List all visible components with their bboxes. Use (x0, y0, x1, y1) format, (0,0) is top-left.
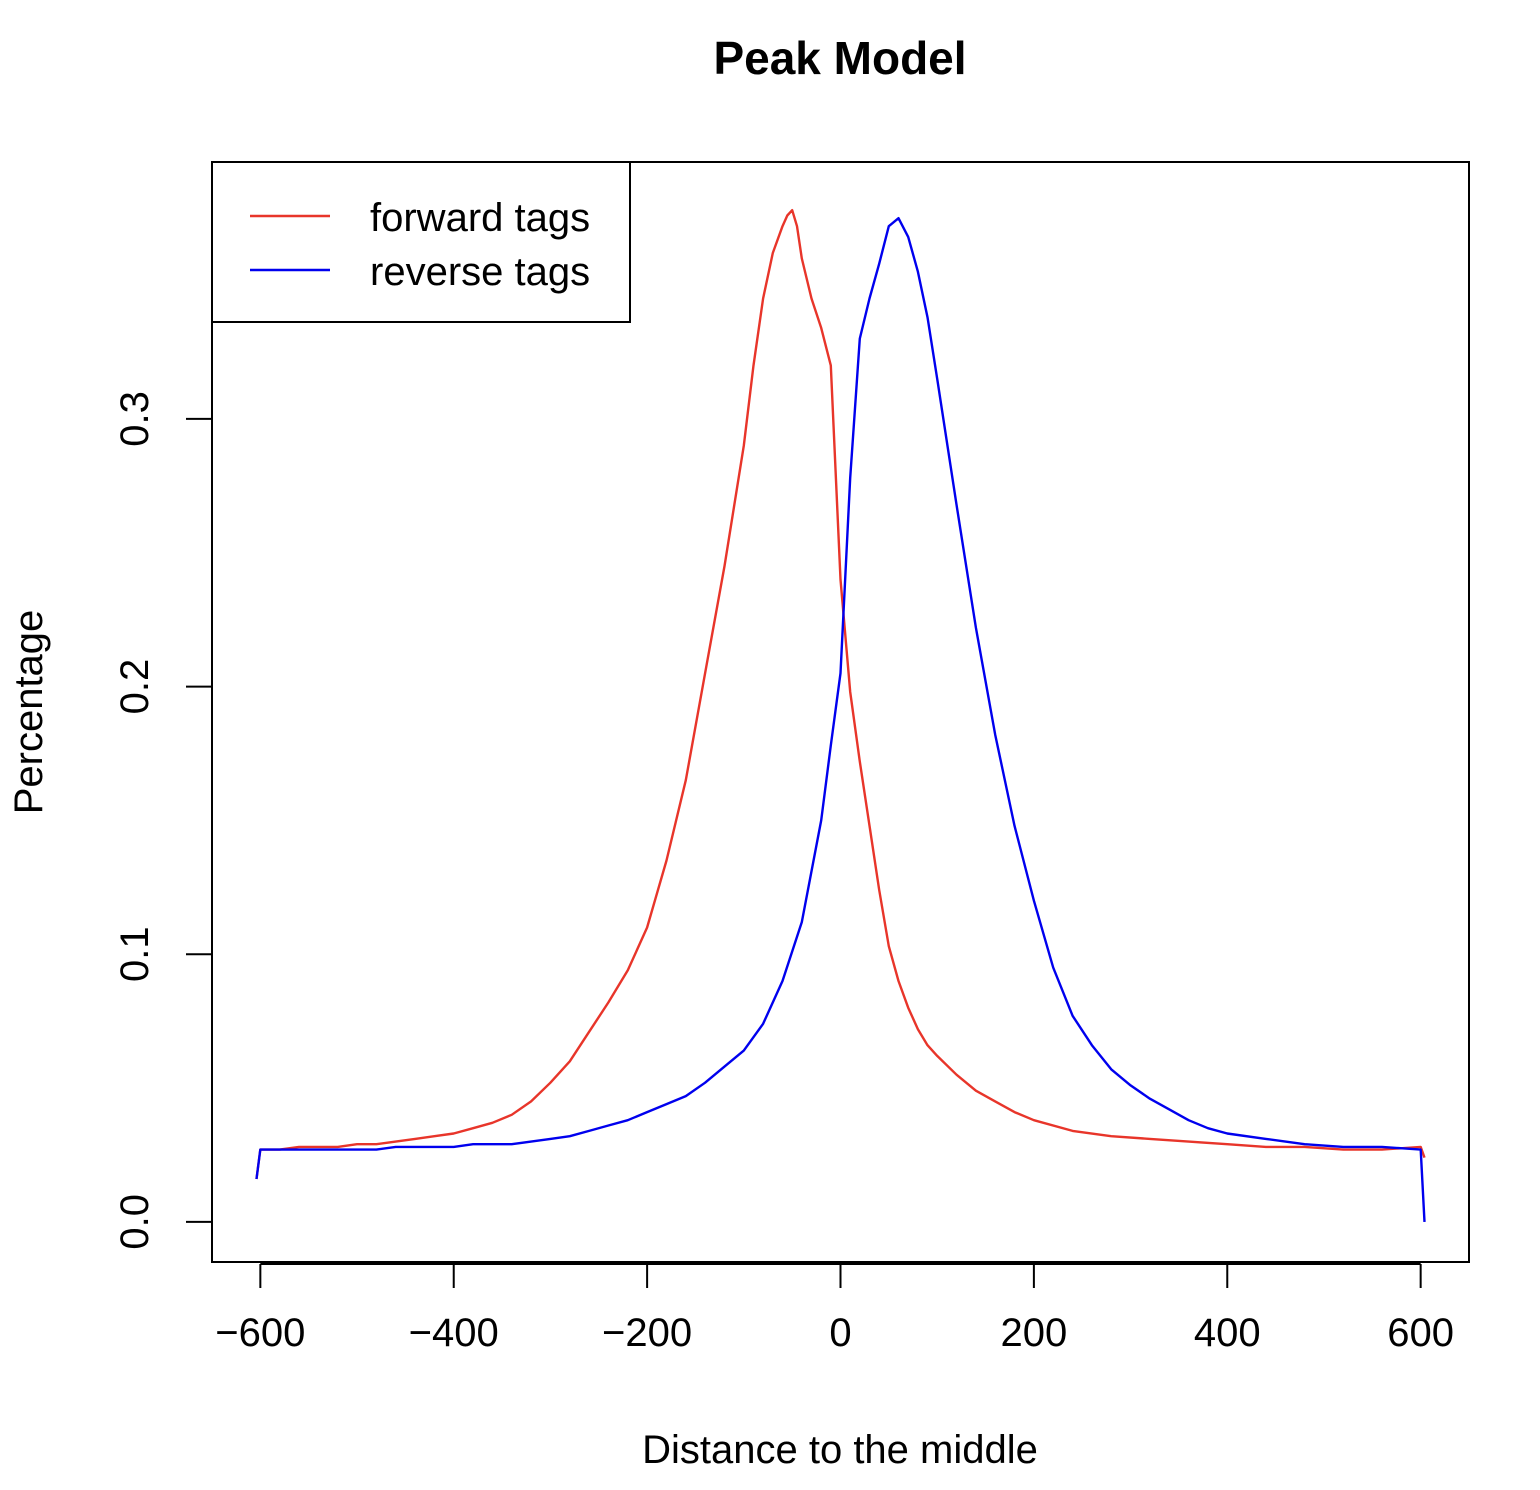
x-axis-label: Distance to the middle (642, 1428, 1038, 1472)
y-axis-label: Percentage (7, 610, 51, 815)
y-tick-label: 0.3 (113, 391, 157, 447)
y-axis: 0.0 0.1 0.2 0.3 (113, 391, 213, 1250)
legend-box (211, 161, 631, 323)
x-tick-label: −200 (602, 1311, 692, 1355)
x-tick-label: −600 (215, 1311, 305, 1355)
series-line-forward-tags (255, 208, 1426, 1180)
x-axis: −600 −400 −200 0 200 400 600 (215, 1263, 1454, 1355)
x-tick-label: 400 (1194, 1311, 1261, 1355)
x-tick-label: 600 (1387, 1311, 1454, 1355)
series-layer (255, 208, 1426, 1222)
chart-title: Peak Model (713, 32, 966, 84)
series-line-reverse-tags (255, 216, 1426, 1222)
x-tick-label: 0 (829, 1311, 851, 1355)
legend: forward tags reverse tags (211, 161, 631, 323)
y-tick-label: 0.0 (113, 1194, 157, 1250)
x-tick-label: 200 (1001, 1311, 1068, 1355)
x-tick-label: −400 (409, 1311, 499, 1355)
y-tick-label: 0.2 (113, 659, 157, 715)
plot-frame (211, 161, 1470, 1263)
legend-label-reverse-tags: reverse tags (370, 250, 590, 294)
y-tick-label: 0.1 (113, 926, 157, 982)
legend-label-forward-tags: forward tags (370, 196, 590, 240)
